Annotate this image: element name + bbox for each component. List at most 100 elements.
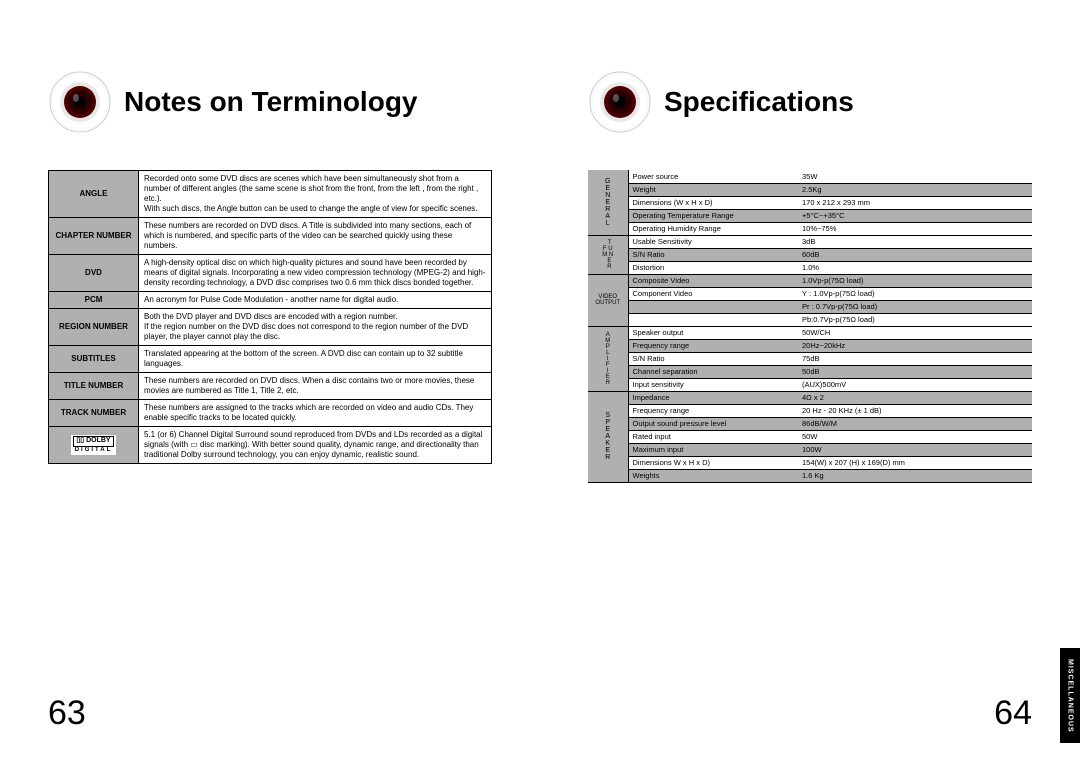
term-description: Both the DVD player and DVD discs are en… bbox=[139, 309, 492, 346]
table-row: ANGLERecorded onto some DVD discs are sc… bbox=[49, 171, 492, 218]
term-description: These numbers are recorded on DVD discs.… bbox=[139, 373, 492, 400]
table-row: REGION NUMBERBoth the DVD player and DVD… bbox=[49, 309, 492, 346]
term-label: ▯▯ DOLBYDIGITAL bbox=[49, 427, 139, 464]
spec-key: Composite Video bbox=[628, 274, 798, 287]
table-row: Operating Humidity Range10%~75% bbox=[588, 222, 1032, 235]
table-row: Frequency range20Hz~20kHz bbox=[588, 339, 1032, 352]
spec-value: 86dB/W/M bbox=[798, 417, 1032, 430]
spec-key: Frequency range bbox=[628, 404, 798, 417]
term-description: A high-density optical disc on which hig… bbox=[139, 255, 492, 292]
spec-key: Rated input bbox=[628, 430, 798, 443]
table-row: TITLE NUMBERThese numbers are recorded o… bbox=[49, 373, 492, 400]
spec-key: Operating Temperature Range bbox=[628, 209, 798, 222]
page-number-left: 63 bbox=[48, 694, 86, 733]
table-row: Dimensions (W x H x D)170 x 212 x 293 mm bbox=[588, 196, 1032, 209]
terminology-table: ANGLERecorded onto some DVD discs are sc… bbox=[48, 170, 492, 464]
term-label: REGION NUMBER bbox=[49, 309, 139, 346]
spec-value: +5°C~+35°C bbox=[798, 209, 1032, 222]
header-right: Specifications bbox=[588, 70, 1032, 134]
term-description: These numbers are recorded on DVD discs.… bbox=[139, 218, 492, 255]
term-label: TITLE NUMBER bbox=[49, 373, 139, 400]
spec-key: Channel separation bbox=[628, 365, 798, 378]
spec-key: Power source bbox=[628, 170, 798, 183]
side-tab: MISCELLANEOUS bbox=[1060, 648, 1080, 743]
spec-key: Dimensions (W x H x D) bbox=[628, 196, 798, 209]
spec-category: AMPLIFIER bbox=[588, 326, 628, 391]
spec-category: TF UM N E R bbox=[588, 235, 628, 274]
spec-value: 10%~75% bbox=[798, 222, 1032, 235]
spec-value: 3dB bbox=[798, 235, 1032, 248]
spec-value: 50dB bbox=[798, 365, 1032, 378]
table-row: Channel separation50dB bbox=[588, 365, 1032, 378]
spec-key: Operating Humidity Range bbox=[628, 222, 798, 235]
table-row: CHAPTER NUMBERThese numbers are recorded… bbox=[49, 218, 492, 255]
page-title-left: Notes on Terminology bbox=[124, 86, 418, 118]
table-row: Pb:0.7Vp-p(75Ω load) bbox=[588, 313, 1032, 326]
table-row: Output sound pressure level86dB/W/M bbox=[588, 417, 1032, 430]
table-row: Distortion1.0% bbox=[588, 261, 1032, 274]
table-row: Dimensions W x H x D)154(W) x 207 (H) x … bbox=[588, 456, 1032, 469]
term-label: TRACK NUMBER bbox=[49, 400, 139, 427]
term-label: ANGLE bbox=[49, 171, 139, 218]
header-left: Notes on Terminology bbox=[48, 70, 492, 134]
spec-value: 50W bbox=[798, 430, 1032, 443]
table-row: Weights1.6 Kg bbox=[588, 469, 1032, 482]
table-row: DVDA high-density optical disc on which … bbox=[49, 255, 492, 292]
spec-value: 4Ω x 2 bbox=[798, 391, 1032, 404]
spec-value: 1.0Vp-p(75Ω load) bbox=[798, 274, 1032, 287]
table-row: TRACK NUMBERThese numbers are assigned t… bbox=[49, 400, 492, 427]
term-description: 5.1 (or 6) Channel Digital Surround soun… bbox=[139, 427, 492, 464]
spec-value: 50W/CH bbox=[798, 326, 1032, 339]
table-row: VIDEOOUTPUTComposite Video1.0Vp-p(75Ω lo… bbox=[588, 274, 1032, 287]
table-row: AMPLIFIERSpeaker output50W/CH bbox=[588, 326, 1032, 339]
table-row: Component VideoY : 1.0Vp-p(75Ω load) bbox=[588, 287, 1032, 300]
spec-value: Pr : 0.7Vp-p(75Ω load) bbox=[798, 300, 1032, 313]
spec-value: Y : 1.0Vp-p(75Ω load) bbox=[798, 287, 1032, 300]
term-label: PCM bbox=[49, 292, 139, 309]
table-row: GENERALPower source35W bbox=[588, 170, 1032, 183]
term-label: SUBTITLES bbox=[49, 346, 139, 373]
term-label: CHAPTER NUMBER bbox=[49, 218, 139, 255]
table-row: TF UM N E RUsable Sensitivity3dB bbox=[588, 235, 1032, 248]
table-row: Operating Temperature Range+5°C~+35°C bbox=[588, 209, 1032, 222]
spec-value: 154(W) x 207 (H) x 169(D) mm bbox=[798, 456, 1032, 469]
page-right: Specifications GENERALPower source35WWei… bbox=[540, 0, 1080, 763]
spec-key: Dimensions W x H x D) bbox=[628, 456, 798, 469]
table-row: SUBTITLESTranslated appearing at the bot… bbox=[49, 346, 492, 373]
page-number-right: 64 bbox=[994, 694, 1032, 733]
spec-key: Component Video bbox=[628, 287, 798, 300]
term-label: DVD bbox=[49, 255, 139, 292]
spec-category: GENERAL bbox=[588, 170, 628, 235]
speaker-icon bbox=[588, 70, 652, 134]
table-row: S/N Ratio60dB bbox=[588, 248, 1032, 261]
spec-value: 20 Hz - 20 KHz (± 1 dB) bbox=[798, 404, 1032, 417]
spec-key: Usable Sensitivity bbox=[628, 235, 798, 248]
table-row: Frequency range20 Hz - 20 KHz (± 1 dB) bbox=[588, 404, 1032, 417]
table-row: Input sensitivity(AUX)500mV bbox=[588, 378, 1032, 391]
table-row: Pr : 0.7Vp-p(75Ω load) bbox=[588, 300, 1032, 313]
spec-value: 100W bbox=[798, 443, 1032, 456]
spec-key: Output sound pressure level bbox=[628, 417, 798, 430]
spec-key: Frequency range bbox=[628, 339, 798, 352]
spec-key bbox=[628, 300, 798, 313]
term-description: An acronym for Pulse Code Modulation - a… bbox=[139, 292, 492, 309]
page-title-right: Specifications bbox=[664, 86, 854, 118]
spec-key: Speaker output bbox=[628, 326, 798, 339]
speaker-icon bbox=[48, 70, 112, 134]
term-description: These numbers are assigned to the tracks… bbox=[139, 400, 492, 427]
table-row: ▯▯ DOLBYDIGITAL5.1 (or 6) Channel Digita… bbox=[49, 427, 492, 464]
spec-key: Input sensitivity bbox=[628, 378, 798, 391]
spec-key: S/N Ratio bbox=[628, 352, 798, 365]
table-row: S/N Ratio75dB bbox=[588, 352, 1032, 365]
spec-category: SPEAKER bbox=[588, 391, 628, 482]
specifications-table: GENERALPower source35WWeight2.5KgDimensi… bbox=[588, 170, 1032, 483]
spec-value: 75dB bbox=[798, 352, 1032, 365]
spec-value: 60dB bbox=[798, 248, 1032, 261]
spec-value: 170 x 212 x 293 mm bbox=[798, 196, 1032, 209]
spec-key: Distortion bbox=[628, 261, 798, 274]
term-description: Recorded onto some DVD discs are scenes … bbox=[139, 171, 492, 218]
spec-value: 35W bbox=[798, 170, 1032, 183]
table-row: SPEAKERImpedance4Ω x 2 bbox=[588, 391, 1032, 404]
spec-key: S/N Ratio bbox=[628, 248, 798, 261]
spec-category: VIDEOOUTPUT bbox=[588, 274, 628, 326]
